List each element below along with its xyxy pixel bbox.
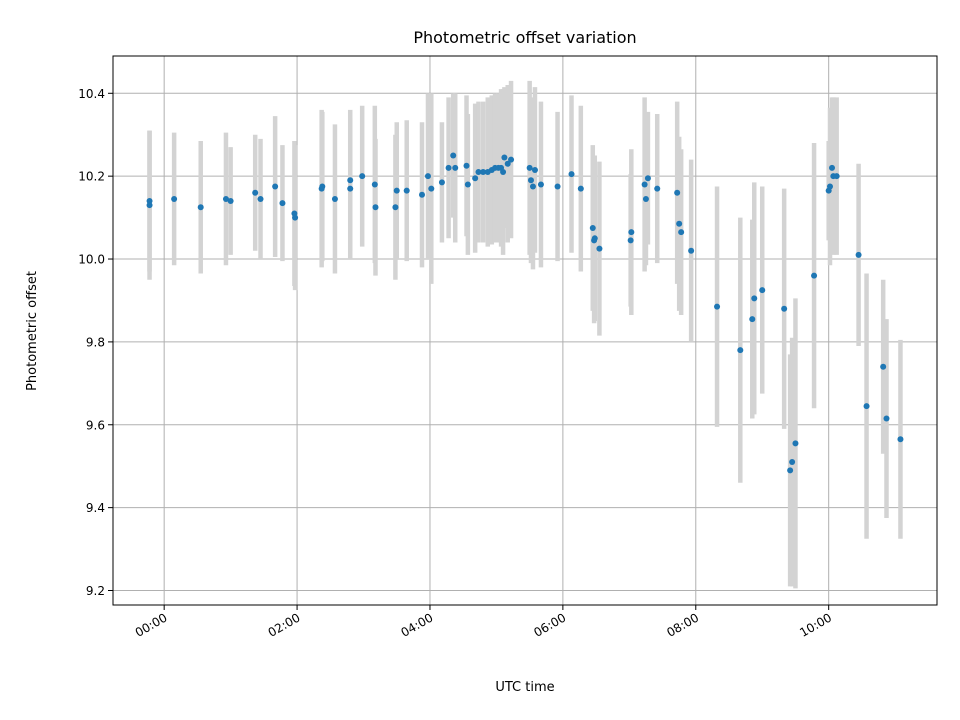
data-point [252,189,259,196]
data-point [403,187,410,194]
data-point [452,164,459,171]
data-point [678,229,685,236]
data-point [751,295,758,302]
data-point [759,287,766,294]
data-point [146,202,153,209]
data-point [883,415,890,422]
data-point [504,160,511,167]
data-point [438,179,445,186]
data-point [372,204,379,211]
data-point [331,195,338,202]
data-point [347,185,354,192]
data-point [863,403,870,410]
data-point [641,181,648,188]
data-point [508,156,515,163]
data-point [146,198,153,205]
data-point [359,173,366,180]
data-point [577,185,584,192]
data-point [527,177,534,184]
x-axis-label: UTC time [495,680,554,695]
data-point [371,181,378,188]
data-point [279,200,286,207]
data-point [419,191,425,198]
data-point [292,214,299,221]
data-point [789,459,796,466]
data-point [642,195,649,202]
data-point [463,162,470,169]
data-point [500,169,507,176]
data-point [272,183,279,190]
y-tick-label: 10.0 [78,253,105,267]
data-point [445,164,452,171]
y-tick-label: 9.6 [86,418,105,432]
data-point [480,169,487,176]
data-point [688,247,695,254]
data-point [627,237,634,244]
data-point [787,467,794,474]
data-point [855,251,862,258]
data-point [591,235,598,242]
data-points [146,152,904,474]
data-point [501,154,508,161]
chart-title: Photometric offset variation [413,28,636,47]
data-point [450,152,457,159]
data-point [714,303,721,310]
data-point [347,177,354,184]
data-point [171,195,178,202]
y-tick-label: 10.4 [78,87,105,101]
data-point [811,272,818,279]
data-point [464,181,471,188]
data-point [393,187,400,194]
y-tick-label: 9.2 [86,584,105,598]
y-tick-label: 10.2 [78,170,105,184]
y-tick-label: 9.4 [86,501,105,515]
data-point [596,245,603,252]
data-point [475,169,482,176]
data-point [554,183,561,190]
data-point [222,195,229,202]
data-point [227,198,234,205]
data-point [197,204,204,211]
data-point [589,224,596,231]
data-point [537,181,544,188]
data-point [392,204,399,211]
data-point [749,316,756,323]
data-point [654,185,661,192]
data-point [792,440,799,447]
data-point [472,175,479,182]
data-point [674,189,681,196]
data-point [428,185,435,192]
data-point [319,183,326,190]
plot-frame [112,55,938,606]
data-point [829,164,836,171]
data-point [880,363,887,370]
y-tick-label: 9.8 [86,335,105,349]
data-point [526,164,533,171]
data-point [676,220,683,227]
data-point [827,183,834,190]
y-axis-ticks: 9.2 9.4 9.6 9.8 10.0 10.2 10.4 [78,87,113,598]
y-axis-label: Photometric offset [25,271,40,391]
data-point [568,171,575,178]
data-point [737,347,744,354]
data-point [531,166,538,173]
data-point [897,436,904,443]
data-point [257,195,264,202]
data-point [628,229,635,236]
data-point [424,173,431,180]
data-point [781,305,788,312]
data-point [529,183,536,190]
data-point [833,173,840,180]
data-point [644,175,651,182]
